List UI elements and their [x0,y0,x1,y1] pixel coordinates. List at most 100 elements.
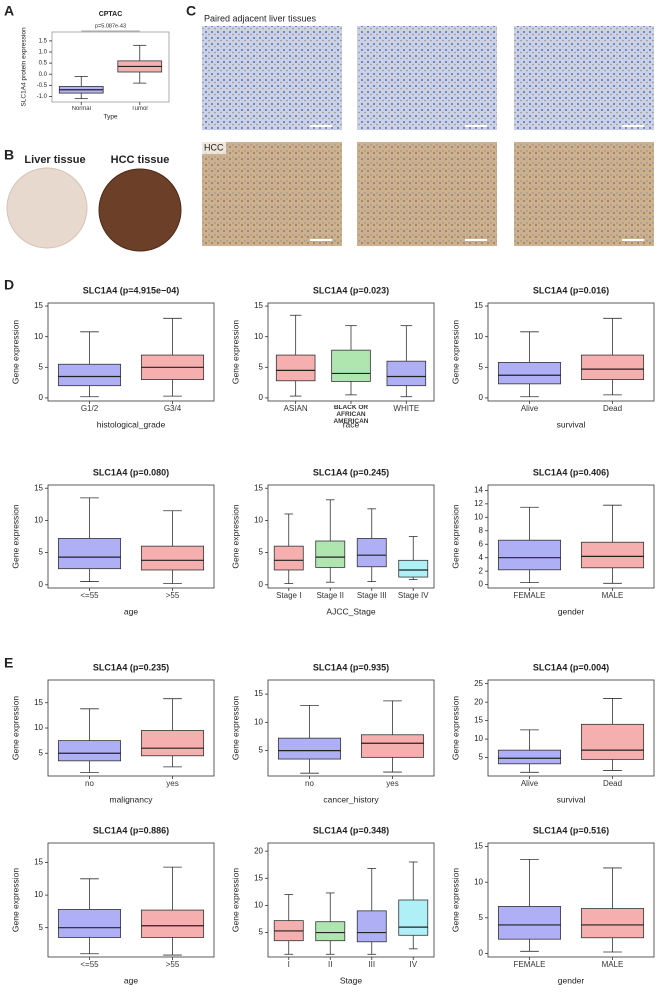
x-tick-label-box: I [288,961,290,969]
x-tick-label: <=55 [80,961,99,969]
x-axis-label: survival [557,794,586,804]
y-axis-label: Gene expression [10,696,20,761]
y-tick-label: 4 [479,553,484,562]
x-tick-label-box: Stage III [356,592,387,600]
x-axis-label: gender [558,606,585,616]
x-tick-label-box: Stage I [276,592,301,600]
x-tick-label-box: no [85,780,94,788]
plot-frame [487,679,655,777]
x-tick-label: BLACK OR AFRICAN AMERICAN [333,405,369,425]
tissue-image [514,26,654,130]
y-tick-label: 15 [254,483,263,492]
plot-frame [47,302,215,402]
y-tick-label: 12 [474,499,483,508]
y-tick-label: 5 [39,923,44,932]
plot-frame [51,31,170,103]
panel-label: B [4,147,14,163]
y-tick-label: 10 [474,332,483,341]
box [315,540,346,568]
y-tick-label: 10 [254,516,263,525]
box [57,363,122,387]
y-tick-label: 10 [34,332,43,341]
y-tick-label: 5 [479,362,484,371]
x-axis-label: Type [103,114,117,121]
x-axis-label: race [343,419,360,429]
y-axis-label: Gene expression [10,504,20,569]
plot-frame [267,484,435,589]
y-tick-label: 20 [254,846,263,855]
x-tick-label: Stage III [356,592,387,600]
x-axis-label: Stage [340,975,362,985]
y-tick-label: -0.5 [37,83,48,89]
y-tick-label: 15 [254,873,263,882]
annotation: p=5.087e-43 [95,23,126,29]
y-tick-label: 0.0 [39,72,48,78]
y-tick-label: 2 [479,566,484,575]
x-tick-label: Tumor [131,106,149,112]
y-tick-label: 15 [34,483,43,492]
y-tick-label: 0 [259,393,264,402]
y-tick-label: 5 [39,548,44,557]
plot-frame [267,842,435,958]
y-axis-label: Gene expression [450,868,460,933]
y-axis-label: Gene expression [230,696,240,761]
image-label: Liver tissue [24,154,85,166]
scale-bars [310,125,644,241]
x-tick-label-box: Dead [603,780,622,788]
y-tick-label: 20 [474,697,483,706]
plot-frame [487,484,655,589]
image-label: HCC tissue [111,154,170,166]
x-axis-label: survival [557,419,586,429]
x-tick-label: yes [166,780,179,788]
box [497,749,562,765]
chart-title: SLC1A4 (p=0.004) [533,662,609,672]
x-axis-label: age [124,606,138,616]
y-tick-label: 0.5 [39,61,48,67]
box [356,538,387,568]
image-label: HCC [204,142,224,152]
box [398,559,429,578]
x-tick-label: <=55 [80,592,99,600]
plot-frame [267,679,435,777]
x-axis-label: histological_grade [97,419,166,429]
y-tick-label: 8 [479,526,484,535]
y-tick-label: 10 [34,516,43,525]
x-tick-label-box: no [305,780,314,788]
x-tick-label-box: MALE [602,592,624,600]
x-tick-label-box: III [368,961,375,969]
y-tick-label: 25 [474,679,483,688]
x-tick-label-box: G1/2 [81,405,98,413]
image-label: Paired adjacent liver tissues [204,13,317,23]
y-tick-label: 5 [259,548,264,557]
tissue-image [357,142,497,246]
x-tick-label-box: >55 [166,592,180,600]
panel-label: C [186,3,196,19]
x-tick-label: FEMALE [513,961,546,969]
y-tick-label: 10 [474,734,483,743]
y-tick-label: 10 [474,512,483,521]
chart-title: SLC1A4 (p=0.023) [313,285,389,295]
tissue-image [202,142,342,246]
x-tick-label-box: BLACK OR AFRICAN AMERICAN [333,405,369,425]
x-tick-label: Stage IV [397,592,429,600]
box [140,545,205,571]
y-tick-label: 0 [259,580,264,589]
x-tick-label-box: ASIAN [284,405,308,413]
plot-frame [487,842,655,958]
y-axis-label: Gene expression [230,320,240,385]
y-axis-label: Gene expression [450,320,460,385]
x-tick-label: II [328,961,333,969]
y-tick-label: 0 [479,580,484,589]
x-tick-label: WHITE [393,405,420,413]
box [497,539,562,571]
chart-title: SLC1A4 (p=4.915e−04) [83,285,180,295]
panel-label: D [4,277,14,293]
y-tick-label: 15 [474,301,483,310]
chart-title: SLC1A4 (p=0.406) [533,467,609,477]
y-tick-label: 5 [259,928,264,937]
y-tick-label: 1.0 [39,50,48,56]
y-tick-label: 10 [254,332,263,341]
box [57,909,122,938]
y-tick-label: 10 [34,890,43,899]
